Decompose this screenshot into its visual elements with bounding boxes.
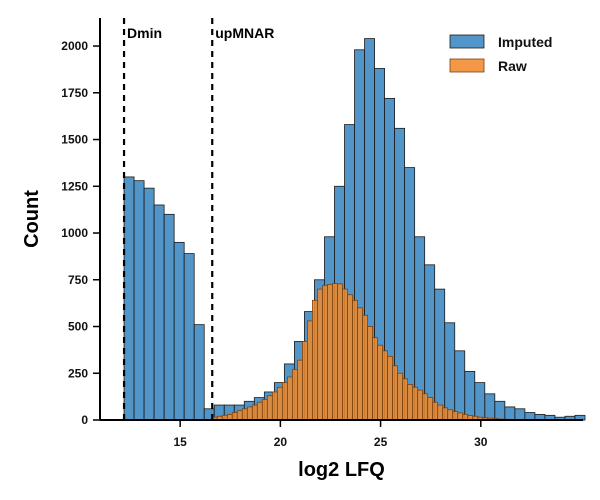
bar-raw-28	[352, 299, 358, 421]
legend-swatch-raw	[449, 58, 485, 73]
y-axis-title: Count	[21, 190, 43, 248]
bar-imputed-0	[123, 176, 135, 421]
bar-imputed-5	[173, 241, 185, 421]
bar-raw-40	[412, 386, 419, 421]
bar-raw-14	[281, 382, 288, 421]
bar-raw-9	[256, 401, 263, 421]
bar-raw-21	[317, 288, 323, 421]
bar-raw-42	[422, 393, 429, 421]
x-tick-label: 20	[274, 435, 288, 449]
vline-label-upmnar: upMNAR	[215, 25, 274, 41]
bar-raw-46	[442, 407, 449, 421]
x-tick-label: 30	[474, 435, 488, 449]
bar-raw-23	[327, 284, 333, 421]
bar-raw-27	[347, 294, 353, 421]
bar-raw-37	[397, 372, 404, 421]
bar-raw-38	[402, 378, 409, 421]
bar-raw-47	[447, 409, 454, 421]
bar-raw-43	[427, 397, 434, 421]
bar-raw-18	[302, 341, 308, 421]
y-tick-label: 1000	[61, 226, 88, 240]
bar-imputed-2	[143, 187, 155, 421]
bar-imputed-34	[464, 370, 476, 421]
y-tick-label: 750	[68, 273, 88, 287]
bar-raw-20	[312, 299, 318, 421]
bar-imputed-36	[484, 393, 496, 421]
bar-raw-8	[251, 404, 258, 421]
bar-raw-32	[372, 337, 378, 421]
bar-raw-12	[271, 391, 278, 421]
bar-imputed-35	[474, 382, 486, 421]
bar-raw-7	[246, 406, 253, 421]
bar-imputed-33	[454, 350, 466, 421]
bar-raw-16	[291, 369, 298, 421]
bar-imputed-32	[444, 322, 456, 421]
y-tick-label: 2000	[61, 39, 88, 53]
bar-raw-19	[307, 320, 313, 421]
bar-raw-25	[337, 283, 343, 421]
bar-raw-48	[452, 411, 459, 421]
y-tick-label: 500	[68, 320, 88, 334]
bar-imputed-38	[504, 406, 516, 421]
bar-raw-39	[407, 384, 414, 421]
bar-imputed-40	[524, 412, 536, 421]
bar-raw-29	[357, 307, 363, 421]
x-tick-label: 25	[374, 435, 388, 449]
x-axis-title: log2 LFQ	[298, 459, 385, 481]
bar-raw-11	[266, 395, 273, 421]
vline-label-dmin: Dmin	[127, 25, 162, 41]
x-ticks: 15 20 25 30	[173, 420, 488, 449]
bar-raw-24	[332, 283, 338, 421]
bar-raw-41	[417, 389, 424, 421]
bar-raw-10	[261, 399, 268, 421]
y-ticks: 0 250 500 750 1000 1250 1500 1750 2000	[61, 39, 100, 427]
bar-raw-5	[236, 410, 243, 421]
y-tick-label: 1750	[61, 86, 88, 100]
bar-raw-33	[377, 344, 383, 421]
bar-raw-49	[457, 412, 464, 421]
reference-lines: Dmin upMNAR	[122, 18, 274, 420]
y-tick-label: 1250	[61, 179, 88, 193]
bar-raw-17	[297, 359, 303, 421]
bar-raw-26	[342, 288, 348, 421]
bar-raw-13	[276, 386, 283, 421]
legend-label-imputed: Imputed	[498, 34, 552, 50]
bar-imputed-7	[193, 324, 205, 421]
bar-imputed-4	[163, 213, 175, 421]
y-tick-label: 250	[68, 366, 88, 380]
y-tick-label: 0	[81, 413, 88, 427]
bar-raw-34	[382, 350, 388, 421]
bar-raw-44	[432, 401, 439, 421]
bar-raw-30	[362, 314, 368, 421]
bar-imputed-37	[494, 400, 506, 421]
bar-imputed-31	[434, 288, 446, 421]
bar-raw-45	[437, 404, 444, 421]
y-tick-label: 1500	[61, 133, 88, 147]
legend: Imputed Raw	[449, 34, 552, 74]
bar-raw-6	[241, 408, 248, 421]
x-tick-label: 15	[173, 435, 187, 449]
bar-raw-35	[387, 356, 394, 421]
legend-swatch-imputed	[449, 34, 485, 49]
bar-raw-22	[322, 284, 328, 421]
bar-raw-36	[392, 365, 399, 421]
bar-imputed-39	[514, 408, 526, 421]
bar-raw-4	[231, 412, 238, 421]
bar-raw-15	[286, 376, 293, 421]
bar-imputed-1	[133, 180, 145, 421]
legend-label-raw: Raw	[498, 58, 527, 74]
bar-raw-31	[367, 326, 373, 421]
bar-imputed-6	[183, 253, 195, 421]
bar-imputed-3	[153, 204, 165, 421]
